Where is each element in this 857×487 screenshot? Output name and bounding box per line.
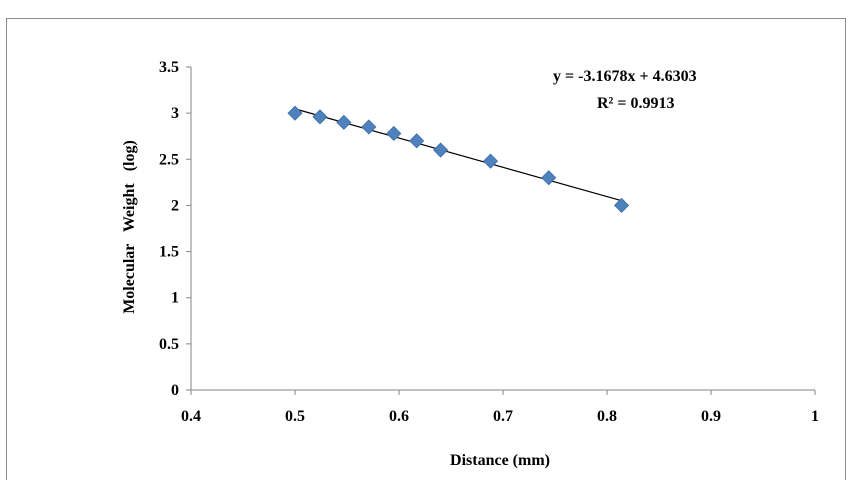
data-point: [433, 142, 449, 158]
data-point: [386, 125, 402, 142]
x-axis-title: Distance (mm): [450, 452, 550, 469]
trendline-equation: y = -3.1678x + 4.6303: [553, 68, 697, 85]
y-axis-title: Molecular Weight (log): [121, 140, 138, 314]
r-squared-label: R² = 0.9913: [597, 95, 674, 112]
data-point: [409, 133, 425, 149]
y-tick-label: 3.5: [159, 59, 179, 76]
x-tick-label: 0.7: [493, 408, 513, 425]
axes: [186, 66, 816, 395]
y-tick-label: 0: [171, 382, 179, 399]
y-tick-label: 0.5: [159, 336, 179, 353]
x-tick-label: 0.6: [389, 408, 409, 425]
data-point: [312, 109, 328, 125]
chart-frame: [6, 18, 846, 480]
x-tick-label: 0.5: [285, 408, 305, 425]
data-point: [613, 197, 630, 213]
y-tick-label: 1.5: [159, 244, 179, 261]
data-point: [336, 114, 352, 130]
y-tick-label: 3: [171, 105, 179, 122]
x-tick-label: 1: [811, 408, 819, 425]
data-points: [287, 105, 630, 213]
y-tick-label: 2.5: [159, 151, 179, 168]
data-point: [541, 170, 557, 186]
tick-labels: 0 0.5 1 1.5 2 2.5 3 3.5 0.4 0.5 0.6 0.7 0.8 0.9 1: [159, 59, 819, 425]
data-point: [361, 119, 377, 135]
x-tick-label: 0.9: [701, 408, 721, 425]
y-tick-label: 1: [171, 290, 179, 307]
data-point: [482, 153, 499, 169]
x-tick-label: 0.4: [181, 408, 201, 425]
data-point: [287, 105, 303, 121]
y-tick-label: 2: [171, 197, 179, 214]
x-tick-label: 0.8: [597, 408, 617, 425]
